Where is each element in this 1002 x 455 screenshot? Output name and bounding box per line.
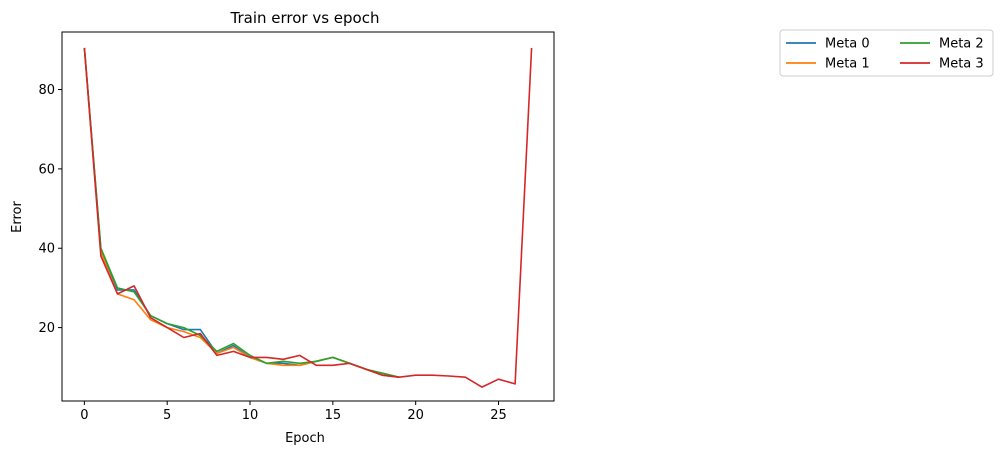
x-tick-label-2: 10 bbox=[242, 408, 259, 423]
series-line-2 bbox=[83, 47, 400, 378]
series-line-1 bbox=[83, 47, 400, 378]
legend-label-3: Meta 3 bbox=[939, 57, 984, 72]
y-tick-label-3: 80 bbox=[38, 83, 55, 98]
x-tick-label-5: 25 bbox=[490, 408, 507, 423]
legend-label-2: Meta 2 bbox=[939, 37, 984, 52]
chart-title: Train error vs epoch bbox=[230, 9, 380, 27]
x-ticks: 0 5 10 15 20 25 bbox=[80, 401, 507, 423]
x-axis-label: Epoch bbox=[285, 431, 325, 446]
x-tick-label-4: 20 bbox=[407, 408, 424, 423]
y-ticks: 20 40 60 80 bbox=[38, 83, 62, 336]
y-axis-label: Error bbox=[10, 201, 25, 233]
x-tick-label-3: 15 bbox=[325, 408, 342, 423]
legend: Meta 0 Meta 1 Meta 2 Meta 3 bbox=[779, 29, 994, 77]
plot-area-frame bbox=[61, 31, 555, 402]
legend-label-1: Meta 1 bbox=[825, 57, 870, 72]
series-line-0 bbox=[83, 47, 400, 378]
y-tick-label-2: 60 bbox=[38, 162, 55, 177]
x-tick-label-0: 0 bbox=[80, 408, 88, 423]
y-tick-label-1: 40 bbox=[38, 242, 55, 257]
legend-frame bbox=[779, 29, 994, 77]
legend-label-0: Meta 0 bbox=[825, 37, 870, 52]
series-line-3 bbox=[83, 47, 533, 388]
plot-lines bbox=[83, 47, 533, 388]
y-tick-label-0: 20 bbox=[38, 321, 55, 336]
x-tick-label-1: 5 bbox=[163, 408, 171, 423]
